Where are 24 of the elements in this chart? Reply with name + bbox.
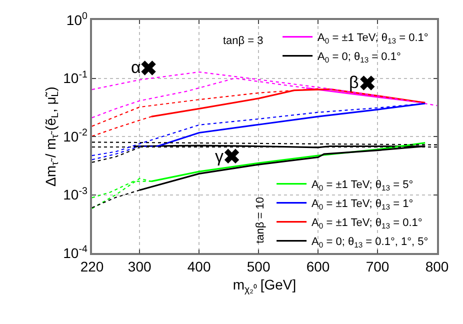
legend-label: A$_{0}$ = ±1 TeV; θ$_{13}$ = 0.1° — [318, 32, 428, 46]
x-tick-label: 800 — [425, 258, 449, 275]
y-tick-label: 10$^{-4}$ — [63, 244, 88, 261]
legend-label: A$_{0}$ = ±1 TeV; θ$_{13}$ = 5° — [312, 179, 414, 192]
x-axis-title: m$_{χ₂⁰}$ [GeV] — [232, 276, 296, 296]
annotation: tanβ = 3 — [223, 35, 264, 47]
annotation: γ — [215, 147, 224, 166]
x-tick-label: 220 — [80, 258, 104, 275]
x-tick-label: 700 — [366, 258, 390, 275]
legend-label: A$_{0}$ = ±1 TeV; θ$_{13}$ = 1° — [312, 198, 414, 212]
x-tick-label: 400 — [187, 258, 211, 275]
legend-label: A$_{0}$ = 0; θ$_{13}$ = 0.1°, 1°, 5° — [312, 236, 428, 250]
legend-label: A$_{0}$ = 0; θ$_{13}$ = 0.1° — [318, 51, 401, 64]
y-tick-label: 10$^{-1}$ — [63, 69, 88, 86]
x-tick-label: 600 — [306, 258, 330, 275]
y-tick-label: 10$^{-2}$ — [63, 128, 88, 144]
annotation: α — [131, 58, 141, 77]
x-tick-label: 500 — [246, 258, 270, 275]
y-tick-label: 10$^{0}$ — [66, 11, 88, 28]
annotation: β — [349, 73, 359, 92]
y-tick-label: 10$^{-3}$ — [63, 186, 88, 203]
x-tick-label: 300 — [128, 258, 152, 275]
legend-label: A$_{0}$ = ±1 TeV; θ$_{13}$ = 0.1° — [312, 217, 422, 230]
annotation: tanβ = 10 — [254, 197, 267, 244]
